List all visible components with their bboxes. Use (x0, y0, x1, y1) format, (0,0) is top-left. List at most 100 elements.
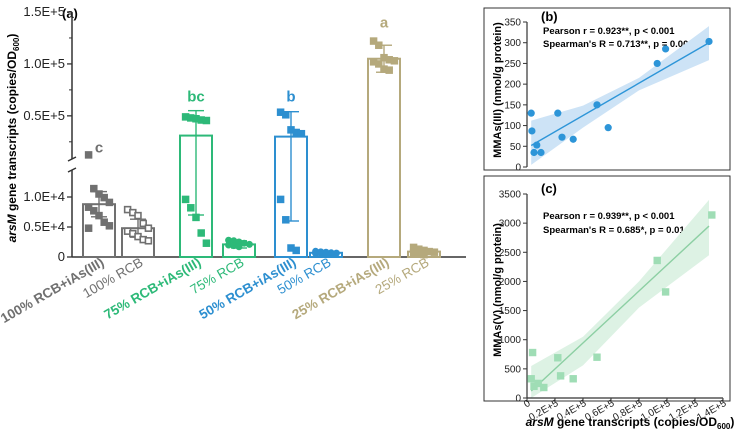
y-tick-label: 300 (504, 38, 521, 49)
bar-group (407, 243, 441, 259)
y-tick-label: 0.5E+5 (23, 108, 65, 123)
y-tick-label: 0 (515, 163, 521, 174)
y-tick-label: 2500 (499, 248, 522, 259)
bar-group (309, 247, 343, 259)
data-point (369, 37, 378, 45)
confidence-band (531, 199, 709, 398)
panel-a-label: (a) (62, 6, 78, 21)
x-label-text: gene transcripts (copies/OD (554, 415, 718, 429)
data-point (192, 213, 200, 222)
data-point (202, 239, 211, 247)
y-tick-label: 1.5E+5 (23, 4, 65, 19)
significance-letter: bc (187, 88, 205, 105)
y-tick-label: 150 (504, 100, 521, 111)
data-point (533, 141, 541, 149)
panel-c-y-label: MMAs(V) (nmol/g protein) (492, 223, 504, 357)
y-tick-label: 0.5E+4 (23, 219, 65, 234)
panel-c-label: (c) (541, 181, 557, 196)
panel-c-stat-spearman: Spearman's R = 0.685*, p = 0.014 (543, 225, 691, 236)
data-point (202, 116, 211, 125)
y-label-text: gene transcripts (copies/OD (5, 51, 19, 215)
data-point (662, 45, 670, 53)
data-point (661, 288, 670, 296)
data-point (181, 113, 190, 121)
data-point (375, 60, 383, 68)
y-axis-label-a: arsM gene transcripts (copies/OD600) (5, 34, 21, 243)
significance-letter: b (286, 88, 295, 105)
y-tick-label: 0 (515, 394, 521, 405)
data-point (197, 229, 205, 237)
panel-a: (a) arsM gene transcripts (copies/OD600)… (0, 4, 466, 326)
x-label-close: ) (730, 415, 734, 429)
data-point (540, 383, 548, 392)
panel-b-y-label: MMAs(III) (nmol/g protein) (492, 22, 504, 158)
data-point (534, 379, 542, 388)
panel-b-label: (b) (541, 9, 558, 24)
data-point (558, 133, 566, 141)
data-point (604, 124, 612, 132)
bar-group (274, 108, 308, 258)
y-label-sub: 600 (12, 37, 21, 51)
data-point (527, 109, 535, 117)
bar-group (121, 205, 155, 258)
data-point (282, 111, 290, 119)
bar-group (222, 236, 256, 258)
data-point (409, 243, 418, 252)
data-point (554, 109, 562, 117)
y-tick-label: 1.0E+4 (23, 189, 65, 204)
data-point (415, 250, 423, 258)
data-point (100, 193, 108, 202)
data-point (415, 245, 423, 253)
data-point (375, 41, 383, 49)
data-point (537, 148, 545, 157)
y-tick-label: 3000 (499, 219, 522, 230)
bar (367, 57, 401, 258)
data-point (292, 128, 300, 137)
confidence-band (531, 26, 709, 165)
data-point (653, 59, 661, 68)
regression-line (530, 42, 710, 147)
data-point (322, 250, 330, 258)
bar-group (179, 109, 213, 258)
data-point (409, 249, 418, 257)
data-point (192, 115, 200, 123)
data-point (528, 348, 537, 357)
data-point (90, 184, 98, 193)
data-point (100, 218, 108, 226)
data-point (181, 195, 190, 204)
data-point (527, 375, 535, 383)
data-point (705, 37, 713, 46)
bar-group (367, 37, 401, 258)
y-tick-label: 350 (504, 18, 521, 29)
data-point (225, 236, 233, 244)
y-tick-label: 3500 (499, 190, 522, 201)
x-tick-label: 0 (522, 398, 533, 411)
data-point (276, 108, 285, 116)
data-point (84, 151, 93, 159)
panel-b-stat-pearson: Pearson r = 0.923**, p < 0.001 (543, 26, 675, 37)
data-point (528, 127, 536, 135)
data-point (369, 58, 378, 66)
data-point (292, 246, 300, 255)
data-point (385, 66, 393, 74)
data-point (105, 222, 114, 230)
data-point (225, 241, 233, 249)
y-tick-label: 1000 (499, 335, 522, 346)
data-point (95, 211, 103, 220)
significance-letter: a (380, 15, 389, 32)
data-point (84, 203, 93, 211)
x-label-italic: arsM (526, 415, 555, 429)
data-point (385, 56, 393, 64)
data-point (297, 129, 306, 138)
axis-break-mark (67, 167, 77, 173)
panel-c: (c) Pearson r = 0.939**, p < 0.001 Spear… (483, 175, 734, 431)
data-point (139, 219, 147, 228)
data-point (380, 65, 388, 73)
panel-b-frame (483, 7, 731, 171)
y-tick-label: 0 (58, 249, 65, 264)
data-point (95, 190, 103, 198)
y-tick-label: 500 (504, 364, 521, 375)
data-point (90, 207, 98, 215)
data-point (556, 372, 565, 380)
data-point (530, 382, 538, 391)
